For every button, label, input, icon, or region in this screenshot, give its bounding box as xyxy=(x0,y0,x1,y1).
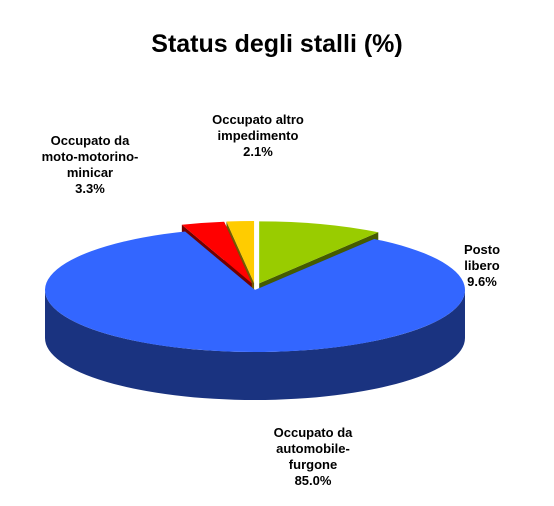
category-label: Posto libero xyxy=(463,242,501,273)
slice-label: Posto libero 9.6% xyxy=(446,242,518,290)
slice-top xyxy=(45,231,466,352)
slice-top xyxy=(181,221,252,284)
slice-top xyxy=(226,221,255,284)
slice xyxy=(45,231,466,400)
slice-outer-side xyxy=(45,290,465,400)
chart-title: Status degli stalli (%) xyxy=(151,30,403,58)
value-label: 85.0% xyxy=(294,473,332,488)
slice-label: Occupato da automobile- furgone 85.0% xyxy=(274,425,353,489)
value-label: 3.3% xyxy=(75,181,105,196)
slice-top xyxy=(259,221,379,284)
value-label: 9.6% xyxy=(467,274,497,289)
value-label: 2.1% xyxy=(243,144,273,159)
slice-label: Occupato da moto-motorino- minicar 3.3% xyxy=(42,133,139,197)
category-label: Occupato da automobile- furgone xyxy=(273,425,353,472)
slice-label: Occupato altro impedimento 2.1% xyxy=(212,112,304,160)
category-label: Occupato da moto-motorino- minicar xyxy=(41,133,139,180)
category-label: Occupato altro impedimento xyxy=(212,112,304,143)
